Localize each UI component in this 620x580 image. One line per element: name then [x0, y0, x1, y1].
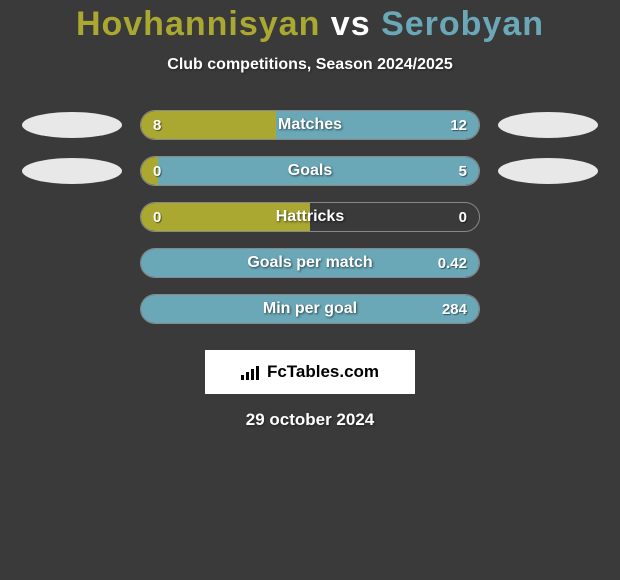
stat-bar: 0.42Goals per match [140, 248, 480, 278]
comparison-card: Hovhannisyan vs Serobyan Club competitio… [0, 0, 620, 430]
stat-row: 284Min per goal [0, 286, 620, 332]
subtitle: Club competitions, Season 2024/2025 [0, 56, 620, 74]
player1-badge [22, 112, 122, 138]
logo-box: FcTables.com [205, 350, 415, 394]
player2-name: Serobyan [381, 5, 544, 43]
stat-label: Hattricks [141, 208, 479, 226]
stat-bar: 284Min per goal [140, 294, 480, 324]
stat-label: Matches [141, 116, 479, 134]
stat-row: 05Goals [0, 148, 620, 194]
bar-chart-icon [241, 364, 261, 380]
page-title: Hovhannisyan vs Serobyan [0, 5, 620, 44]
player2-badge [498, 112, 598, 138]
player2-badge [498, 158, 598, 184]
stat-row: 00Hattricks [0, 194, 620, 240]
stat-row: 0.42Goals per match [0, 240, 620, 286]
stat-bar: 812Matches [140, 110, 480, 140]
logo-text: FcTables.com [267, 362, 379, 382]
stats-rows: 812Matches 05Goals 00Hattricks 0.42Goals pe… [0, 102, 620, 332]
stat-label: Min per goal [141, 300, 479, 318]
date-text: 29 october 2024 [0, 410, 620, 430]
player1-badge [22, 158, 122, 184]
stat-label: Goals [141, 162, 479, 180]
vs-text: vs [331, 5, 371, 43]
stat-bar: 05Goals [140, 156, 480, 186]
stat-row: 812Matches [0, 102, 620, 148]
stat-bar: 00Hattricks [140, 202, 480, 232]
stat-label: Goals per match [141, 254, 479, 272]
player1-name: Hovhannisyan [76, 5, 320, 43]
